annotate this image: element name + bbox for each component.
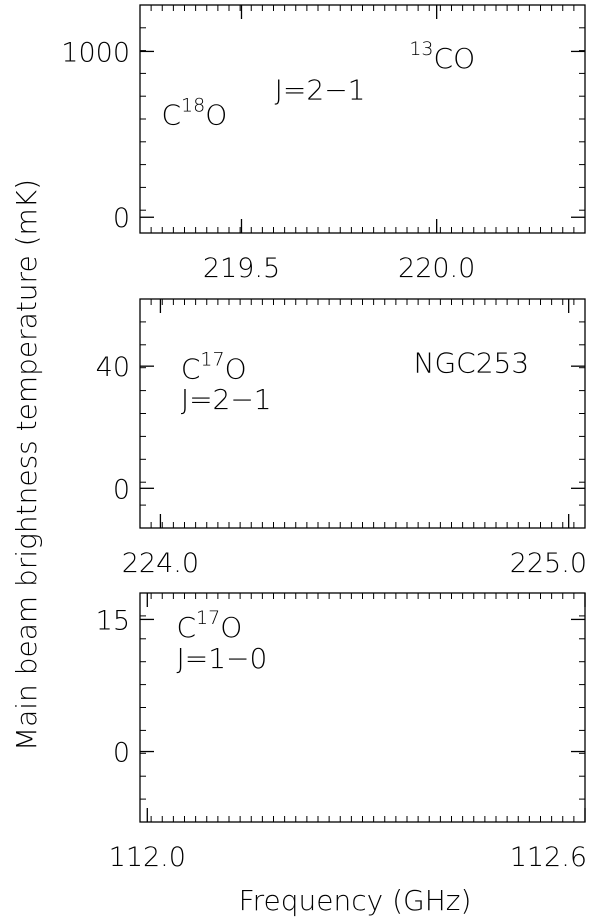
x-tick-label: 219.5 [203, 253, 280, 284]
y-axis-title: Main beam brightness temperature (mK) [10, 179, 43, 751]
x-tick-label: 220.0 [398, 253, 475, 284]
x-tick-label: 112.6 [510, 842, 587, 873]
annotation-13co: 13CO [409, 38, 475, 75]
annotation-transition: J=1−0 [176, 642, 267, 675]
x-tick-label: 224.0 [122, 548, 199, 579]
y-tick-label: 1000 [61, 37, 130, 68]
annotation-transition: J=2−1 [181, 383, 272, 416]
annotation-c17o: C17O [176, 607, 242, 644]
x-tick-label: 225.0 [510, 548, 587, 579]
y-tick-label: 40 [96, 352, 130, 383]
x-axis-title: Frequency (GHz) [239, 884, 472, 917]
panel-c18o-13co: 219.5 220.0 0 1000 C18O J=2−1 13CO [61, 5, 586, 284]
x-tick-label: 112.0 [109, 842, 186, 873]
y-tick-label: 0 [113, 738, 130, 769]
y-tick-label: 0 [113, 203, 130, 234]
y-tick-label: 0 [113, 474, 130, 505]
annotation-c17o: C17O [181, 348, 247, 385]
annotation-transition: J=2−1 [275, 74, 366, 107]
annotation-c18o: C18O [161, 94, 227, 131]
annotation-source: NGC253 [414, 346, 530, 379]
y-tick-label: 15 [96, 605, 130, 636]
